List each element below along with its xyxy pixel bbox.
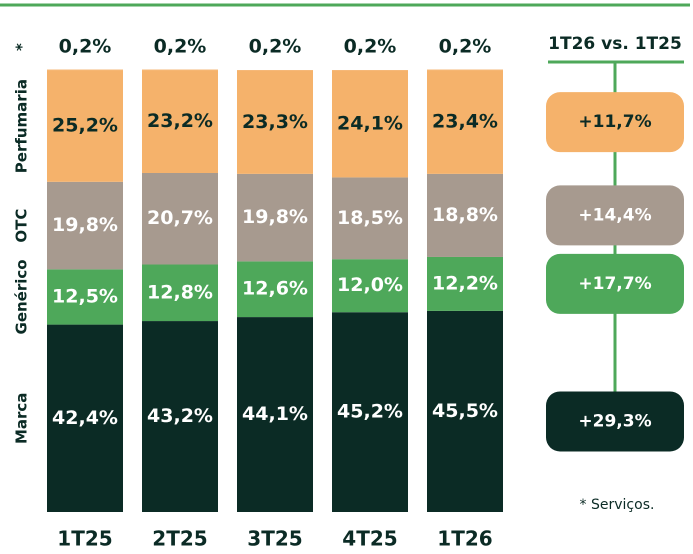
- value-label: 23,3%: [242, 111, 308, 133]
- bar-segment: [47, 70, 123, 182]
- value-label: 19,8%: [242, 206, 308, 228]
- series-label: Marca: [13, 393, 31, 444]
- bar-segment: [47, 69, 123, 71]
- bar-segment: [427, 69, 503, 71]
- x-tick-label: 2T25: [152, 527, 207, 551]
- bar-segment: [237, 70, 313, 71]
- bar-segment: [332, 70, 408, 178]
- value-label: 12,8%: [147, 281, 213, 303]
- value-label: 23,4%: [432, 111, 498, 133]
- series-label: *: [13, 43, 31, 51]
- value-label: 23,2%: [147, 110, 213, 132]
- value-label: 18,5%: [337, 207, 403, 229]
- x-tick-label: 1T25: [57, 527, 112, 551]
- value-label: 42,4%: [52, 407, 118, 429]
- growth-pill: [546, 92, 684, 153]
- growth-label: +17,7%: [578, 274, 651, 294]
- bar-segment: [427, 256, 503, 311]
- growth-label: +11,7%: [578, 112, 651, 132]
- series-label: Perfumaria: [13, 79, 31, 173]
- bar-segment: [142, 264, 218, 322]
- bar-segment: [47, 181, 123, 270]
- series-label: Genérico: [13, 259, 31, 334]
- value-label: 18,8%: [432, 204, 498, 226]
- value-label: 0,2%: [59, 36, 112, 58]
- growth-label: +29,3%: [578, 411, 651, 431]
- value-label: 45,5%: [432, 400, 498, 422]
- value-label: 12,2%: [432, 272, 498, 294]
- value-label: 20,7%: [147, 207, 213, 229]
- value-label: 12,5%: [52, 285, 118, 307]
- bar-segment: [332, 259, 408, 313]
- bar-segment: [332, 70, 408, 71]
- bar-segment: [47, 269, 123, 325]
- x-tick-label: 4T25: [342, 527, 397, 551]
- value-label: 0,2%: [344, 36, 397, 58]
- growth-label: +14,4%: [578, 205, 651, 225]
- value-label: 44,1%: [242, 403, 308, 425]
- value-label: 0,2%: [439, 36, 492, 58]
- bar-segment: [237, 70, 313, 174]
- bar-segment: [427, 310, 503, 512]
- comparison-title: 1T26 vs. 1T25: [548, 34, 682, 54]
- value-label: 43,2%: [147, 405, 213, 427]
- bar-segment: [142, 321, 218, 512]
- x-tick-label: 3T25: [247, 527, 302, 551]
- growth-pill: [546, 185, 684, 246]
- bar-segment: [332, 177, 408, 260]
- bar-segment: [47, 324, 123, 512]
- value-label: 25,2%: [52, 115, 118, 137]
- value-label: 24,1%: [337, 113, 403, 135]
- value-label: 0,2%: [249, 36, 302, 58]
- value-label: 12,6%: [242, 278, 308, 300]
- bar-segment: [427, 173, 503, 257]
- growth-pill: [546, 391, 684, 452]
- value-label: 19,8%: [52, 214, 118, 236]
- footnote: * Serviços.: [580, 497, 655, 513]
- bar-segment: [332, 312, 408, 512]
- x-tick-label: 1T26: [437, 527, 492, 551]
- growth-pill: [546, 253, 684, 314]
- value-label: 12,0%: [337, 274, 403, 296]
- value-label: 45,2%: [337, 401, 403, 423]
- bar-segment: [142, 70, 218, 173]
- bar-segment: [142, 172, 218, 265]
- bar-segment: [142, 69, 218, 71]
- value-label: 0,2%: [154, 36, 207, 58]
- bar-segment: [237, 261, 313, 318]
- series-label: OTC: [13, 209, 31, 243]
- bar-segment: [237, 173, 313, 262]
- bar-segment: [237, 317, 313, 512]
- bar-segment: [427, 70, 503, 174]
